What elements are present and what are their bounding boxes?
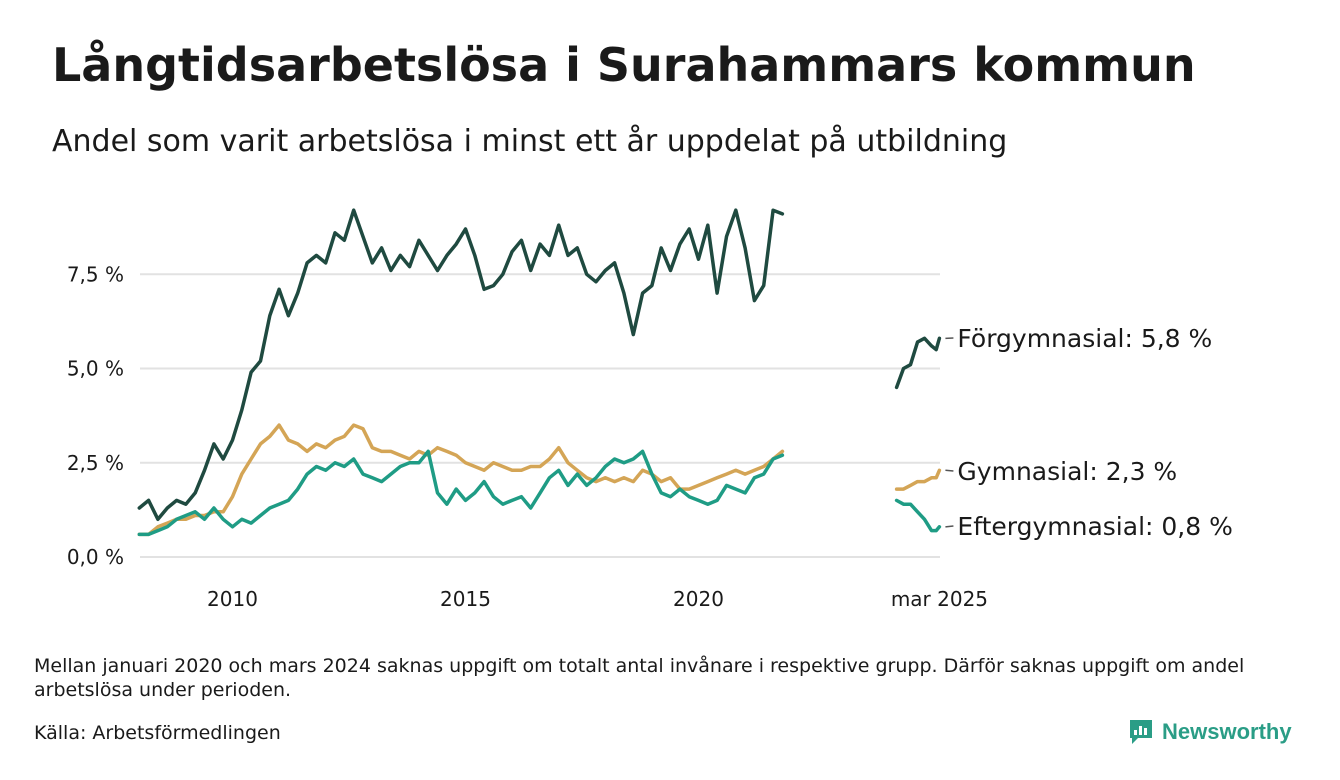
series-label-förgymnasial: Förgymnasial: 5,8 % <box>957 324 1212 353</box>
x-axis-ticks: 2010 2015 2020 mar 2025 <box>207 587 988 611</box>
series-label-gymnasial: Gymnasial: 2,3 % <box>957 457 1177 486</box>
source-credit: Källa: Arbetsförmedlingen <box>34 722 281 744</box>
series-line-eftergymnasial <box>137 449 785 537</box>
y-axis-ticks: 0,0 % 2,5 % 5,0 % 7,5 % <box>67 262 124 569</box>
series-layer <box>137 208 942 537</box>
y-tick-label: 7,5 % <box>67 262 124 286</box>
brand-logo[interactable]: Newsworthy <box>1128 718 1292 746</box>
series-labels: Förgymnasial: 5,8 % Gymnasial: 2,3 % Efter… <box>945 324 1233 541</box>
bar-chart-logo-icon <box>1130 720 1152 744</box>
y-tick-label: 2,5 % <box>67 451 124 475</box>
brand-name: Newsworthy <box>1162 719 1292 744</box>
chart-subtitle: Andel som varit arbetslösa i minst ett å… <box>52 124 1008 159</box>
x-tick-label: 2015 <box>440 587 491 611</box>
series-line-förgymnasial <box>137 208 785 522</box>
line-chart: 0,0 % 2,5 % 5,0 % 7,5 % 2010 2015 2020 mar 202… <box>67 208 1233 611</box>
series-line-förgymnasial <box>894 336 942 390</box>
x-tick-label: 2010 <box>207 587 258 611</box>
series-line-eftergymnasial <box>894 498 942 533</box>
chart-title: Långtidsarbetslösa i Surahammars kommun <box>52 38 1196 92</box>
grid-layer <box>140 273 940 558</box>
footnote: Mellan januari 2020 och mars 2024 saknas… <box>34 655 1245 701</box>
x-tick-label: 2020 <box>673 587 724 611</box>
x-tick-label: mar 2025 <box>891 587 988 611</box>
label-connector <box>945 525 954 528</box>
series-label-eftergymnasial: Eftergymnasial: 0,8 % <box>957 512 1232 541</box>
y-tick-label: 0,0 % <box>67 545 124 569</box>
series-line-gymnasial <box>137 423 785 537</box>
series-line-gymnasial <box>894 468 942 491</box>
y-tick-label: 5,0 % <box>67 357 124 381</box>
label-connector <box>945 469 954 472</box>
